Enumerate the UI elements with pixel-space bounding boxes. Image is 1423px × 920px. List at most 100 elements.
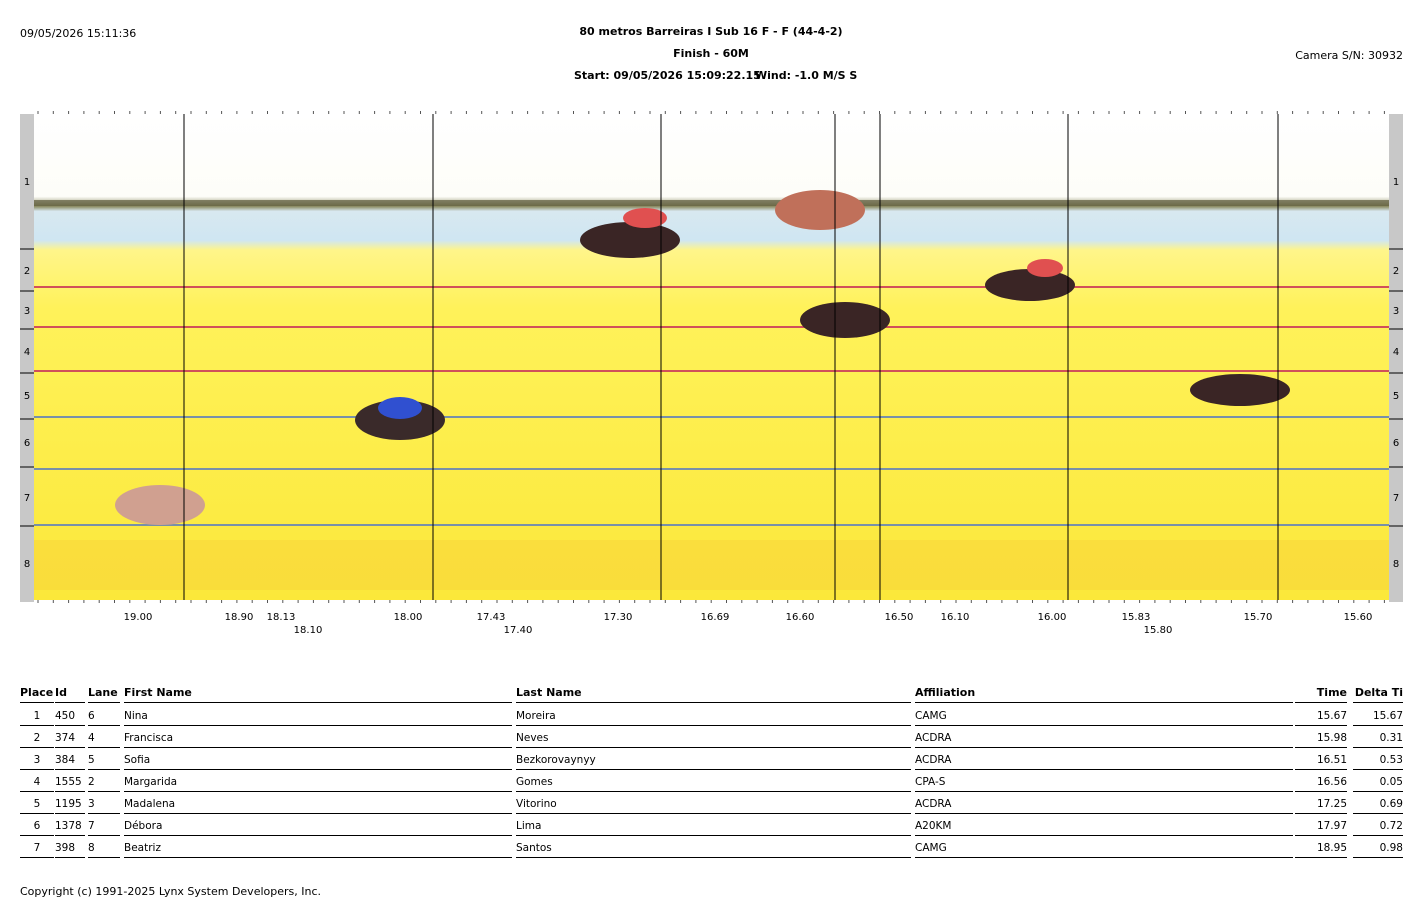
time-label: 15.60 [1344, 612, 1373, 623]
column-header: Delta Ti [1353, 686, 1403, 703]
camera-serial: Camera S/N: 30932 [1295, 49, 1403, 62]
table-cell: 6 [88, 709, 120, 726]
table-cell: 1195 [55, 797, 85, 814]
table-cell: 7 [88, 819, 120, 836]
table-cell: 398 [55, 841, 85, 858]
lane-label: 4 [24, 347, 30, 358]
table-cell: 15.67 [1353, 709, 1403, 726]
column-header: Place [20, 686, 54, 703]
lane-label: 1 [24, 177, 30, 188]
table-cell: Gomes [516, 775, 911, 792]
table-cell: 4 [88, 731, 120, 748]
table-cell: 3 [20, 753, 54, 770]
table-cell: 450 [55, 709, 85, 726]
table-cell: 2 [20, 731, 54, 748]
table-cell: Beatriz [124, 841, 512, 858]
track-band [34, 540, 1389, 590]
table-cell: CAMG [915, 841, 1293, 858]
table-cell: CPA-S [915, 775, 1293, 792]
time-label: 18.10 [294, 625, 323, 636]
time-label: 17.30 [604, 612, 633, 623]
side-bar [1389, 114, 1403, 602]
table-cell: ACDRA [915, 797, 1293, 814]
event-subtitle: Finish - 60M [673, 47, 749, 60]
table-cell: Vitorino [516, 797, 911, 814]
table-cell: 1378 [55, 819, 85, 836]
table-cell: 6 [20, 819, 54, 836]
table-cell: 0.98 [1353, 841, 1403, 858]
time-label: 16.50 [885, 612, 914, 623]
table-cell: Santos [516, 841, 911, 858]
table-cell: 384 [55, 753, 85, 770]
time-label: 16.60 [786, 612, 815, 623]
table-cell: 16.51 [1295, 753, 1347, 770]
lane-label: 5 [24, 391, 30, 402]
table-cell: 8 [88, 841, 120, 858]
lane-label: 6 [1393, 438, 1399, 449]
column-header: Id [55, 686, 85, 703]
table-cell: 18.95 [1295, 841, 1347, 858]
column-header: First Name [124, 686, 512, 703]
time-label: 15.83 [1122, 612, 1151, 623]
side-bar [20, 114, 34, 602]
time-label: 17.43 [477, 612, 506, 623]
table-cell: Bezkorovaynyy [516, 753, 911, 770]
lane-label: 7 [24, 493, 30, 504]
lane-label: 3 [1393, 306, 1399, 317]
table-cell: Madalena [124, 797, 512, 814]
time-label: 15.70 [1244, 612, 1273, 623]
lane-label: 3 [24, 306, 30, 317]
column-header: Time [1295, 686, 1347, 703]
finish-image [34, 114, 1389, 600]
table-cell: ACDRA [915, 753, 1293, 770]
lane-label: 4 [1393, 347, 1399, 358]
time-label: 18.90 [225, 612, 254, 623]
column-header: Lane [88, 686, 120, 703]
time-label: 18.00 [394, 612, 423, 623]
lane-label: 5 [1393, 391, 1399, 402]
table-cell: 0.53 [1353, 753, 1403, 770]
table-cell: ACDRA [915, 731, 1293, 748]
photo-finish: 1 1 2 2 3 3 4 4 5 5 6 6 7 7 8 8 19.00 18.90 18.13 18.00 17.4… [20, 111, 1403, 636]
lane-label: 8 [1393, 559, 1399, 570]
start-time: Start: 09/05/2026 15:09:22.15 [574, 69, 761, 82]
table-cell: 17.97 [1295, 819, 1347, 836]
table-cell: A20KM [915, 819, 1293, 836]
table-cell: 4 [20, 775, 54, 792]
lane-label: 7 [1393, 493, 1399, 504]
table-cell: Francisca [124, 731, 512, 748]
table-cell: Margarida [124, 775, 512, 792]
table-cell: 0.72 [1353, 819, 1403, 836]
column-header: Last Name [516, 686, 911, 703]
table-cell: 16.56 [1295, 775, 1347, 792]
table-cell: 374 [55, 731, 85, 748]
table-cell: 0.69 [1353, 797, 1403, 814]
time-label: 19.00 [124, 612, 153, 623]
table-cell: 0.31 [1353, 731, 1403, 748]
lane-label: 6 [24, 438, 30, 449]
table-cell: 5 [88, 753, 120, 770]
lane-lines [34, 286, 1389, 526]
table-cell: 17.25 [1295, 797, 1347, 814]
lane-label: 1 [1393, 177, 1399, 188]
time-label: 18.13 [267, 612, 296, 623]
table-cell: Moreira [516, 709, 911, 726]
table-cell: 15.67 [1295, 709, 1347, 726]
timestamp: 09/05/2026 15:11:36 [20, 27, 137, 40]
column-header: Affiliation [915, 686, 1293, 703]
table-cell: 15.98 [1295, 731, 1347, 748]
table-cell: CAMG [915, 709, 1293, 726]
wind: Wind: -1.0 M/S S [755, 69, 858, 82]
lane-label: 8 [24, 559, 30, 570]
time-label: 16.00 [1038, 612, 1067, 623]
table-cell: 1 [20, 709, 54, 726]
time-label: 16.69 [701, 612, 730, 623]
lane-label: 2 [24, 266, 30, 277]
table-cell: 7 [20, 841, 54, 858]
time-lines [183, 114, 1279, 600]
copyright: Copyright (c) 1991-2025 Lynx System Deve… [20, 885, 322, 898]
table-cell: 1555 [55, 775, 85, 792]
table-cell: 2 [88, 775, 120, 792]
table-cell: Nina [124, 709, 512, 726]
